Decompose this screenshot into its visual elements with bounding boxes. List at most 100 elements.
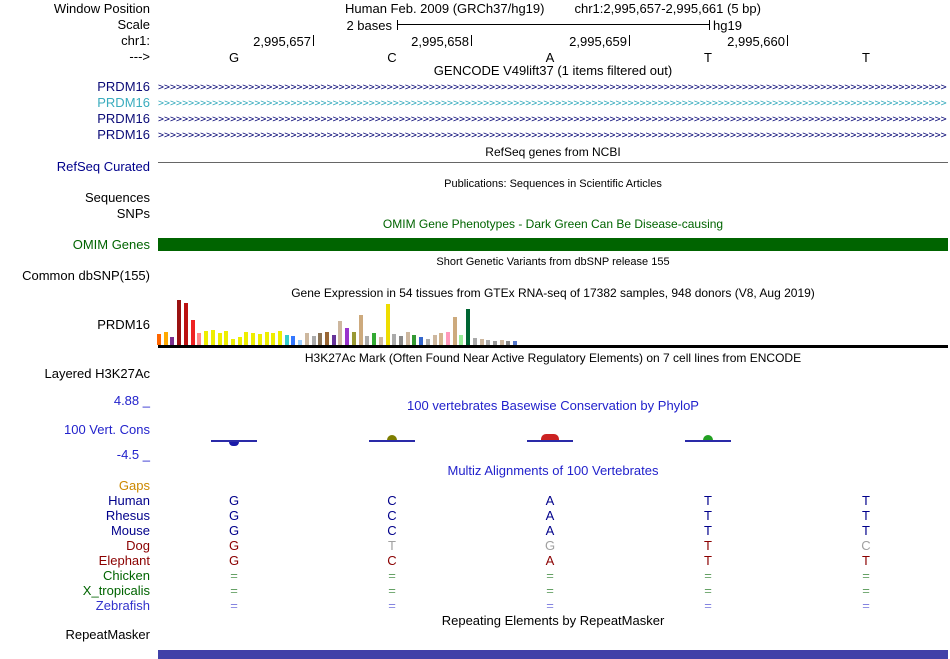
gtex-expression-bar — [513, 341, 518, 345]
alignment-base: A — [545, 493, 555, 508]
transcript-label[interactable]: PRDM16 — [97, 79, 150, 94]
alignment-base: C — [387, 523, 397, 538]
reference-base: G — [228, 50, 240, 65]
gtex-expression-bar — [244, 332, 249, 345]
gtex-gene-label[interactable]: PRDM16 — [97, 317, 150, 332]
alignment-base: = — [704, 598, 712, 613]
gtex-expression-bar — [157, 334, 161, 345]
refseq-curated-label[interactable]: RefSeq Curated — [56, 159, 150, 174]
gtex-expression-bar — [170, 337, 175, 345]
gtex-expression-bar — [358, 315, 363, 345]
alignment-base: G — [544, 538, 556, 553]
alignment-base: T — [862, 508, 870, 523]
gencode-title: GENCODE V49lift37 (1 items filtered out) — [433, 63, 673, 78]
gtex-expression-bar — [210, 330, 215, 345]
alignment-base: G — [228, 508, 240, 523]
transcript-arrow-line[interactable]: >>>>>>>>>>>>>>>>>>>>>>>>>>>>>>>>>>>>>>>>… — [158, 82, 947, 93]
species-label[interactable]: Rhesus — [105, 508, 150, 523]
gtex-expression-bar — [163, 332, 168, 345]
gtex-expression-bar — [298, 340, 303, 345]
species-label[interactable]: Gaps — [118, 478, 150, 493]
species-label[interactable]: Chicken — [103, 568, 150, 583]
gtex-expression-bar — [251, 333, 256, 345]
gtex-expression-bar — [472, 338, 477, 345]
ruler-number: 2,995,659 — [569, 34, 627, 49]
gtex-expression-bar — [345, 328, 350, 345]
conservation-peak — [387, 435, 397, 440]
conservation-baseline — [685, 440, 731, 442]
alignment-base: = — [230, 598, 238, 613]
alignment-base: = — [388, 583, 396, 598]
ruler-tick-mark — [629, 35, 630, 46]
h3k27ac-label[interactable]: Layered H3K27Ac — [44, 366, 150, 381]
gtex-expression-bar — [466, 309, 471, 345]
gtex-bar-chart[interactable] — [155, 299, 527, 345]
alignment-base: = — [862, 598, 870, 613]
conservation-title: 100 vertebrates Basewise Conservation by… — [407, 398, 699, 413]
conservation-baseline — [369, 440, 415, 442]
transcript-label[interactable]: PRDM16 — [97, 111, 150, 126]
publications-title: Publications: Sequences in Scientific Ar… — [444, 178, 662, 190]
gtex-title: Gene Expression in 54 tissues from GTEx … — [291, 286, 815, 300]
conservation-peak — [541, 434, 559, 440]
species-label[interactable]: Mouse — [110, 523, 150, 538]
multiz-title: Multiz Alignments of 100 Vertebrates — [447, 463, 659, 478]
species-label[interactable]: X_tropicalis — [82, 583, 150, 598]
gtex-expression-bar — [237, 337, 242, 345]
dbsnp-label[interactable]: Common dbSNP(155) — [22, 268, 150, 283]
alignment-base: C — [861, 538, 871, 553]
conservation-label[interactable]: 100 Vert. Cons — [64, 422, 150, 437]
gtex-expression-bar — [419, 337, 424, 345]
refseq-gene-line[interactable] — [158, 162, 948, 163]
alignment-base: = — [230, 568, 238, 583]
ruler-tick-mark — [471, 35, 472, 46]
species-label[interactable]: Elephant — [98, 553, 150, 568]
alignment-base: G — [228, 523, 240, 538]
conservation-mark — [211, 433, 257, 447]
alignment-base: = — [862, 583, 870, 598]
transcript-label[interactable]: PRDM16 — [97, 95, 150, 110]
alignment-base: G — [228, 538, 240, 553]
window-position-label: Window Position — [53, 1, 150, 16]
conservation-baseline — [527, 440, 573, 442]
window-position-value: Human Feb. 2009 (GRCh37/hg19) chr1:2,995,… — [158, 2, 948, 15]
h3k27ac-title: H3K27Ac Mark (Often Found Near Active Re… — [304, 351, 802, 365]
snps-label[interactable]: SNPs — [116, 206, 150, 221]
transcript-label[interactable]: PRDM16 — [97, 127, 150, 142]
transcript-arrow-line[interactable]: >>>>>>>>>>>>>>>>>>>>>>>>>>>>>>>>>>>>>>>>… — [158, 98, 947, 109]
gtex-expression-bar — [351, 332, 356, 345]
ruler-number: 2,995,660 — [727, 34, 785, 49]
alignment-base: = — [388, 598, 396, 613]
omim-genes-label[interactable]: OMIM Genes — [72, 237, 150, 252]
alignment-base: T — [388, 538, 396, 553]
transcript-arrow-line[interactable]: >>>>>>>>>>>>>>>>>>>>>>>>>>>>>>>>>>>>>>>>… — [158, 114, 947, 125]
ruler-number: 2,995,657 — [253, 34, 311, 49]
species-label[interactable]: Zebrafish — [95, 598, 150, 613]
scale-label: Scale — [117, 17, 150, 32]
chrom-label: chr1: — [121, 33, 150, 48]
species-label[interactable]: Dog — [126, 538, 150, 553]
omim-track-bar[interactable] — [158, 238, 948, 251]
transcript-arrow-line[interactable]: >>>>>>>>>>>>>>>>>>>>>>>>>>>>>>>>>>>>>>>>… — [158, 130, 947, 141]
gtex-expression-bar — [459, 335, 464, 345]
gtex-expression-bar — [183, 303, 188, 345]
gtex-expression-bar — [446, 332, 450, 345]
gtex-expression-bar — [439, 333, 444, 345]
alignment-base: = — [388, 568, 396, 583]
scale-bar — [397, 20, 710, 30]
repeatmasker-label[interactable]: RepeatMasker — [65, 627, 150, 642]
conservation-mark — [685, 433, 731, 447]
repeatmasker-title: Repeating Elements by RepeatMasker — [441, 613, 665, 628]
alignment-base: A — [545, 508, 555, 523]
alignment-base: = — [230, 583, 238, 598]
alignment-base: = — [546, 583, 554, 598]
alignment-base: G — [228, 553, 240, 568]
bottom-position-bar — [158, 650, 948, 659]
gtex-expression-bar — [304, 333, 309, 345]
alignment-base: = — [704, 568, 712, 583]
gtex-expression-bar — [257, 334, 262, 345]
sequences-label[interactable]: Sequences — [84, 190, 150, 205]
species-label[interactable]: Human — [108, 493, 150, 508]
gtex-expression-bar — [486, 340, 491, 345]
scale-value: 2 bases — [346, 18, 392, 33]
